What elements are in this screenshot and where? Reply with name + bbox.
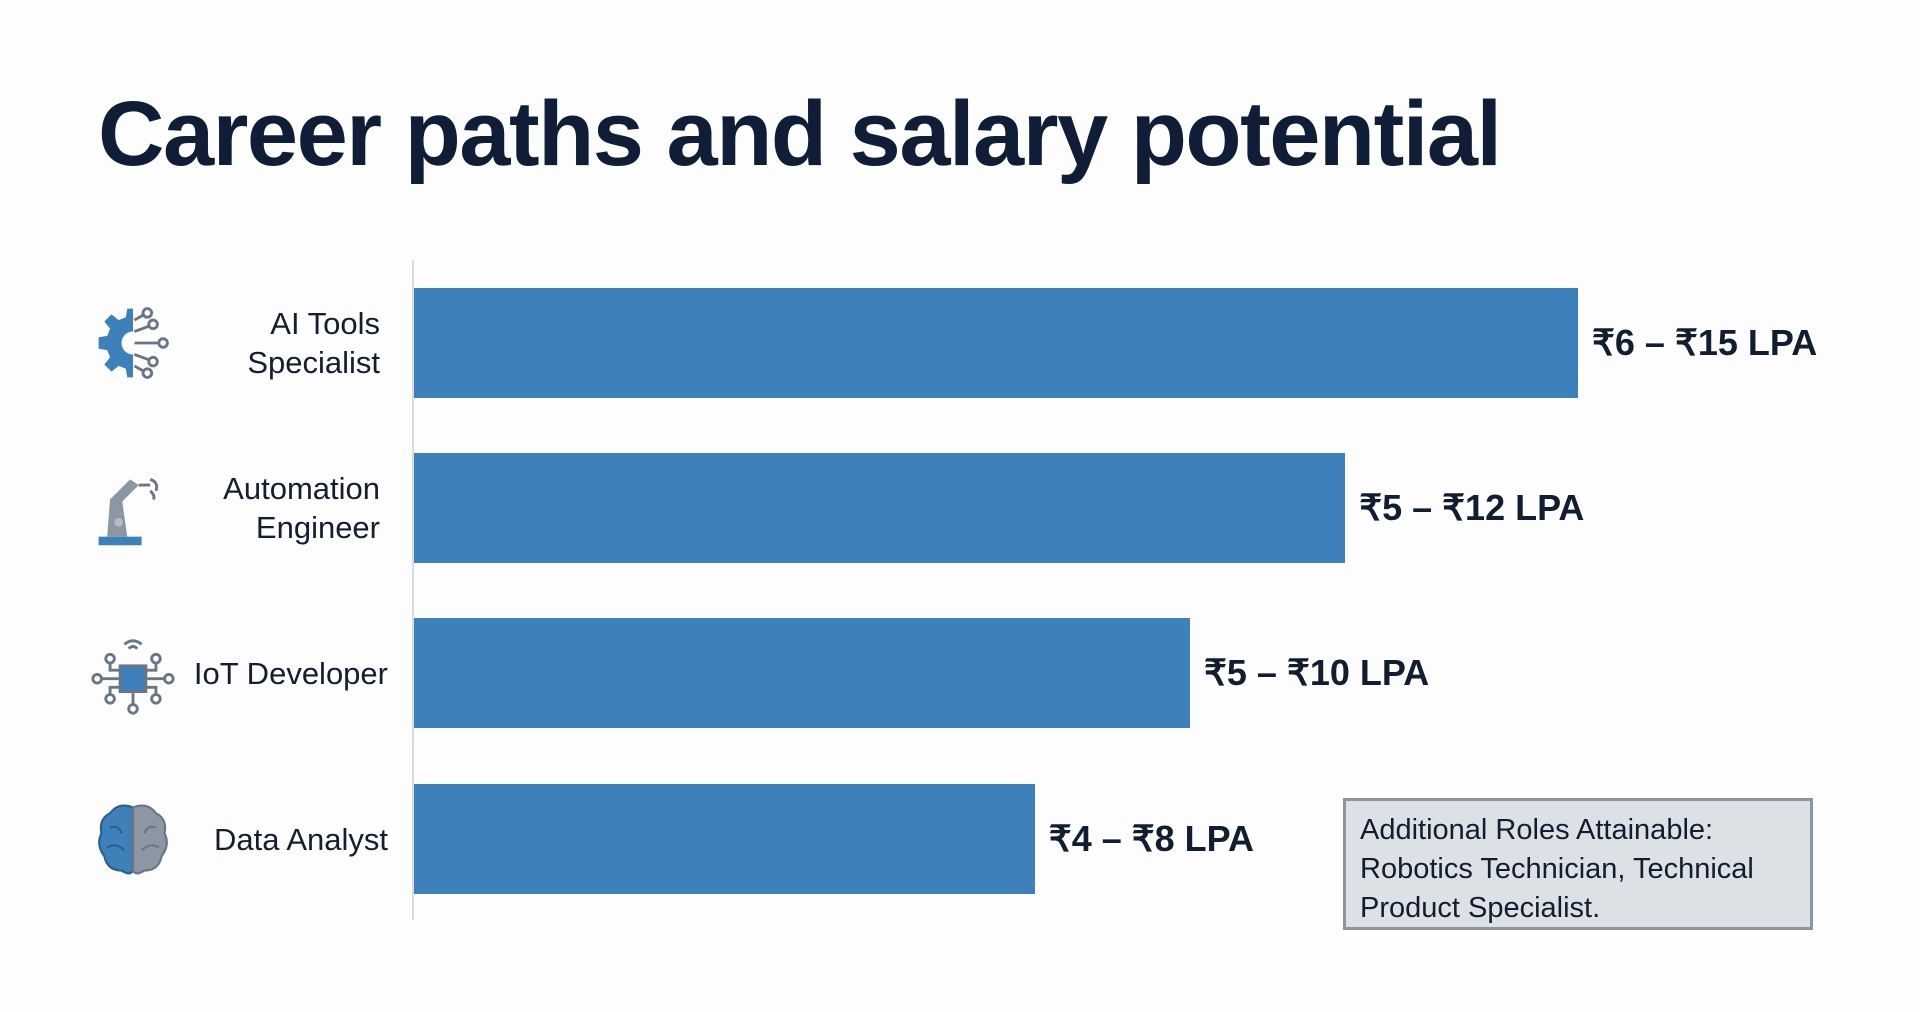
category-label-line: Automation [223,471,380,506]
bar-data-analyst [414,784,1035,894]
category-label: AI Tools Specialist [247,304,380,382]
robotic-arm-icon [90,465,176,551]
category-label-line: Engineer [255,510,380,545]
data-label: ₹5 – ₹12 LPA [1359,487,1585,528]
category-label: Automation Engineer [223,469,380,547]
bar-ai-tools-specialist [414,288,1578,398]
category-label: Data Analyst [214,820,388,859]
bar-iot-developer [414,618,1190,728]
data-label: ₹5 – ₹10 LPA [1204,652,1430,693]
category-label-line: IoT Developer [193,655,388,691]
brain-icon [90,796,176,882]
data-label: ₹6 – ₹15 LPA [1592,322,1818,363]
bar-automation-engineer [414,453,1346,563]
additional-roles-note: Additional Roles Attainable: Robotics Te… [1343,798,1813,930]
category-label-line: Data Analyst [213,821,388,857]
y-axis-line [412,260,414,920]
chart-title: Career paths and salary potential [98,83,1502,185]
category-label: IoT Developer [194,654,388,693]
category-label-line: AI Tools [270,306,380,341]
gear-circuit-icon [90,300,176,386]
data-label: ₹4 – ₹8 LPA [1048,818,1255,859]
iot-chip-icon [90,630,176,716]
category-label-line: Specialist [247,345,380,380]
